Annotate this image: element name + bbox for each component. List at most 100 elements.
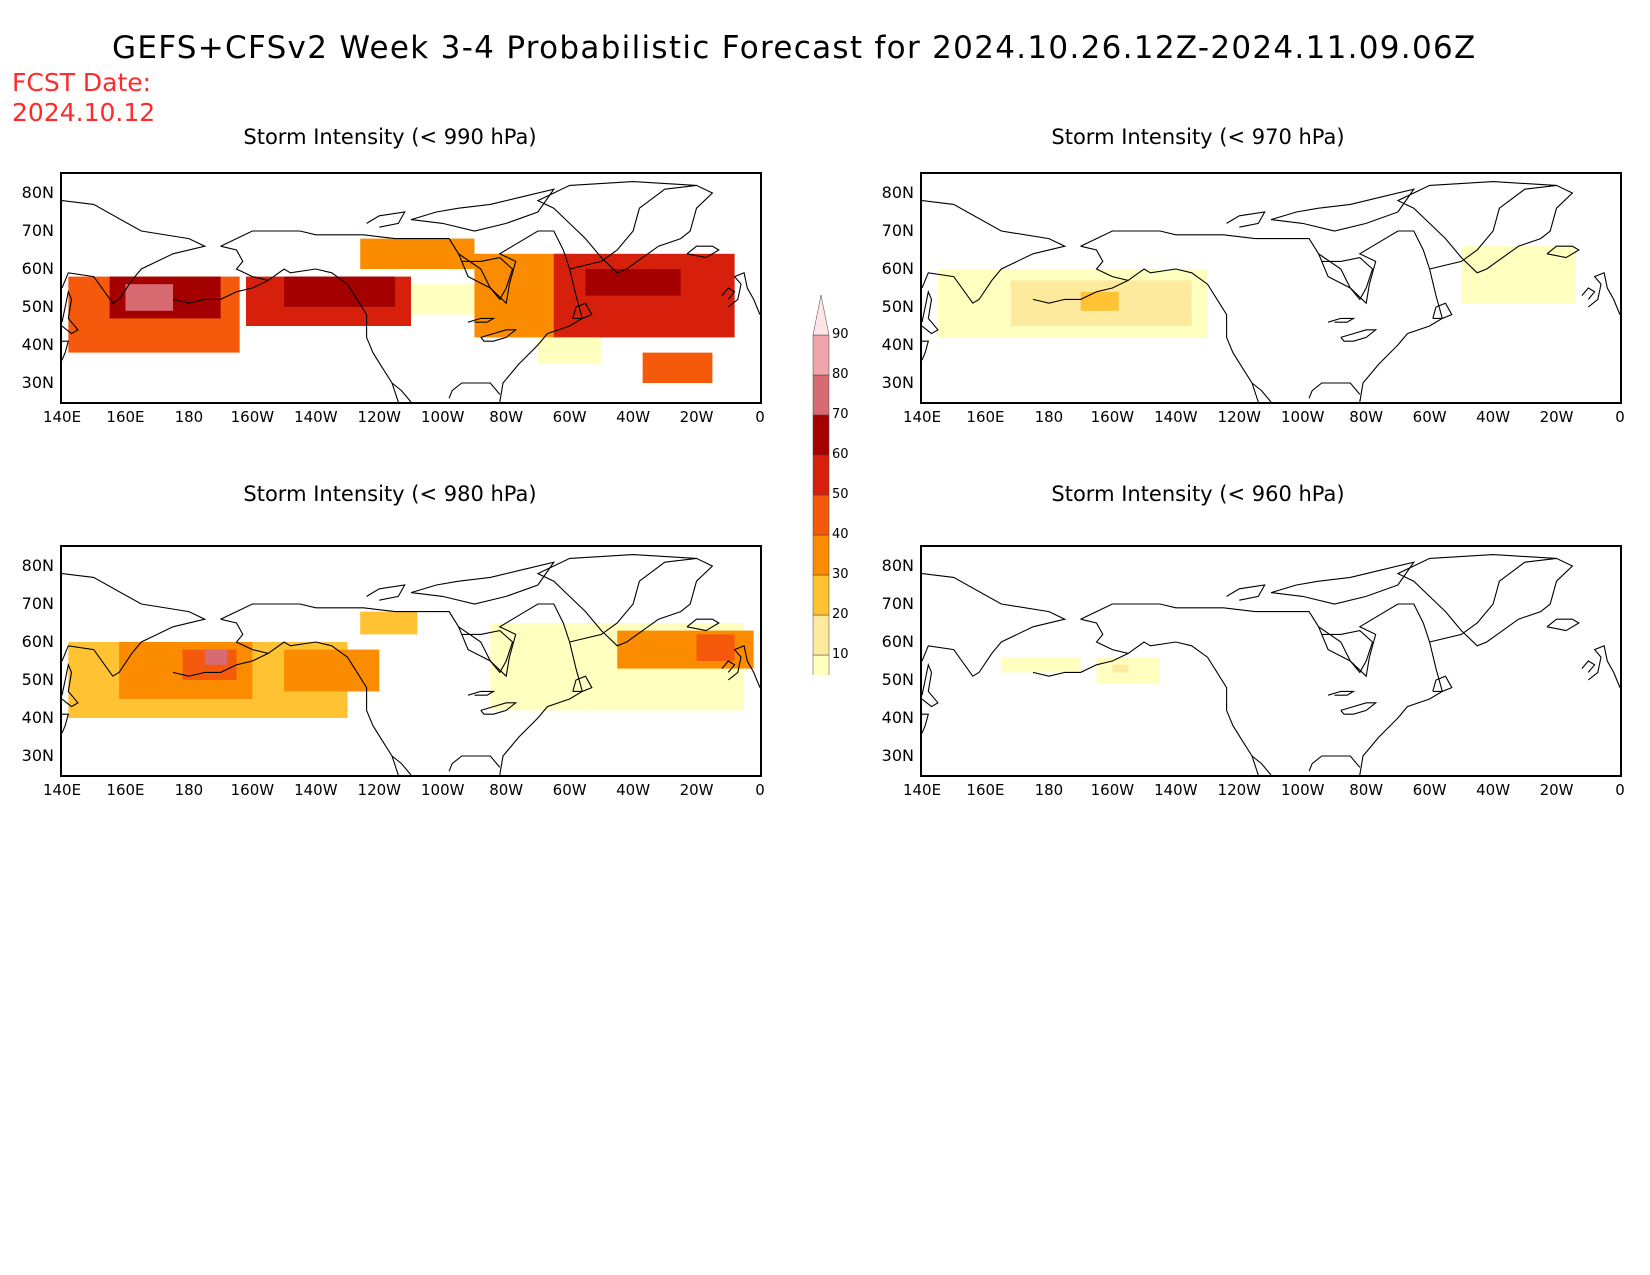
coastline: [410, 561, 556, 605]
colorbar-segment: [812, 374, 830, 416]
map-panel-980: [60, 545, 762, 777]
coastline: [62, 713, 70, 734]
longitude-tick-label: 60W: [552, 781, 587, 799]
coastline: [922, 713, 930, 734]
coastline: [1308, 382, 1361, 399]
coastline: [1396, 181, 1574, 274]
latitude-tick-label: 50N: [21, 670, 54, 689]
coastline: [1080, 618, 1259, 775]
panel-title-980: Storm Intensity (< 980 hPa): [243, 482, 537, 506]
panel-title-970: Storm Intensity (< 970 hPa): [1051, 125, 1345, 149]
colorbar-tick-label: 10: [832, 647, 849, 662]
longitude-tick-label: 100W: [420, 408, 465, 426]
coastline: [1396, 554, 1574, 647]
longitude-tick-label: 80W: [489, 781, 524, 799]
coastline: [1432, 302, 1453, 319]
coastline: [480, 329, 518, 342]
coastline: [1226, 584, 1266, 601]
latitude-tick-label: 30N: [881, 746, 914, 765]
coastline: [448, 755, 501, 772]
probability-region: [642, 352, 713, 383]
coastline: [458, 626, 514, 674]
probability-region: [204, 649, 227, 665]
coastline: [1327, 690, 1356, 696]
latitude-tick-label: 30N: [881, 373, 914, 392]
coastline: [220, 230, 583, 402]
colorbar-tick-label: 30: [832, 567, 849, 582]
colorbar-segment: [812, 454, 830, 496]
latitude-tick-label: 40N: [881, 708, 914, 727]
longitude-tick-label: 120W: [357, 408, 401, 426]
longitude-tick-label: 160W: [230, 781, 275, 799]
coastline: [1080, 603, 1443, 775]
coastline: [410, 188, 556, 232]
colorbar-tick-label: 20: [832, 607, 849, 622]
page-title: GEFS+CFSv2 Week 3-4 Probabilistic Foreca…: [112, 30, 1477, 66]
probability-region: [360, 238, 475, 269]
longitude-tick-label: 40W: [616, 781, 651, 799]
coastline: [62, 289, 79, 335]
probability-region: [696, 634, 735, 661]
coastline: [686, 245, 720, 259]
longitude-tick-label: 0: [755, 408, 765, 426]
colorbar-tick-label: 80: [832, 367, 849, 382]
probability-region: [1001, 657, 1081, 673]
latitude-tick-label: 70N: [21, 221, 54, 240]
probability-region: [553, 253, 735, 338]
coastline: [458, 253, 514, 301]
colorbar-tick-label: 40: [832, 527, 849, 542]
coastline: [1587, 645, 1620, 688]
coastline: [1032, 279, 1129, 304]
colorbar-segment: [812, 334, 830, 376]
latitude-tick-label: 60N: [881, 259, 914, 278]
coastline: [1432, 675, 1453, 692]
colorbar-tick-label: 70: [832, 407, 849, 422]
longitude-tick-label: 160E: [106, 781, 145, 799]
longitude-tick-label: 20W: [1539, 408, 1574, 426]
latitude-tick-label: 40N: [881, 335, 914, 354]
probability-region: [585, 269, 681, 296]
coastline: [1080, 245, 1259, 402]
latitude-tick-label: 60N: [21, 632, 54, 651]
longitude-tick-label: 180: [174, 781, 204, 799]
coastline: [220, 618, 399, 775]
coastline: [366, 211, 406, 228]
latitude-tick-label: 80N: [21, 556, 54, 575]
longitude-tick-label: 160E: [966, 408, 1005, 426]
longitude-tick-label: 40W: [1476, 781, 1511, 799]
probability-region: [1461, 246, 1576, 304]
panel-title-960: Storm Intensity (< 960 hPa): [1051, 482, 1345, 506]
coastline: [1587, 272, 1620, 315]
longitude-tick-label: 40W: [1476, 408, 1511, 426]
colorbar-segment: [812, 294, 830, 336]
latitude-tick-label: 40N: [21, 335, 54, 354]
longitude-tick-label: 20W: [679, 408, 714, 426]
coastline: [727, 272, 760, 315]
coastline: [922, 573, 1067, 677]
probability-region: [1080, 291, 1119, 311]
coastline: [220, 245, 399, 402]
latitude-tick-label: 60N: [881, 632, 914, 651]
coastline: [536, 554, 714, 647]
longitude-tick-label: 180: [1034, 408, 1064, 426]
latitude-tick-label: 80N: [21, 183, 54, 202]
probability-region: [125, 284, 174, 311]
colorbar-tick-label: 50: [832, 487, 849, 502]
longitude-tick-label: 140E: [42, 408, 82, 426]
longitude-tick-label: 100W: [420, 781, 465, 799]
colorbar-segment: [812, 414, 830, 456]
coastline: [172, 652, 269, 677]
longitude-tick-label: 140W: [294, 408, 338, 426]
longitude-tick-label: 0: [1615, 781, 1625, 799]
map-canvas: [62, 181, 760, 402]
coastline: [922, 200, 1067, 304]
coastline: [1340, 702, 1378, 715]
coastline: [366, 584, 406, 601]
coastline: [922, 340, 930, 361]
longitude-tick-label: 100W: [1280, 781, 1325, 799]
coastline: [1270, 188, 1416, 232]
coastline: [721, 660, 736, 673]
longitude-tick-label: 120W: [1217, 781, 1261, 799]
coastline: [391, 755, 412, 775]
longitude-tick-label: 160W: [230, 408, 275, 426]
